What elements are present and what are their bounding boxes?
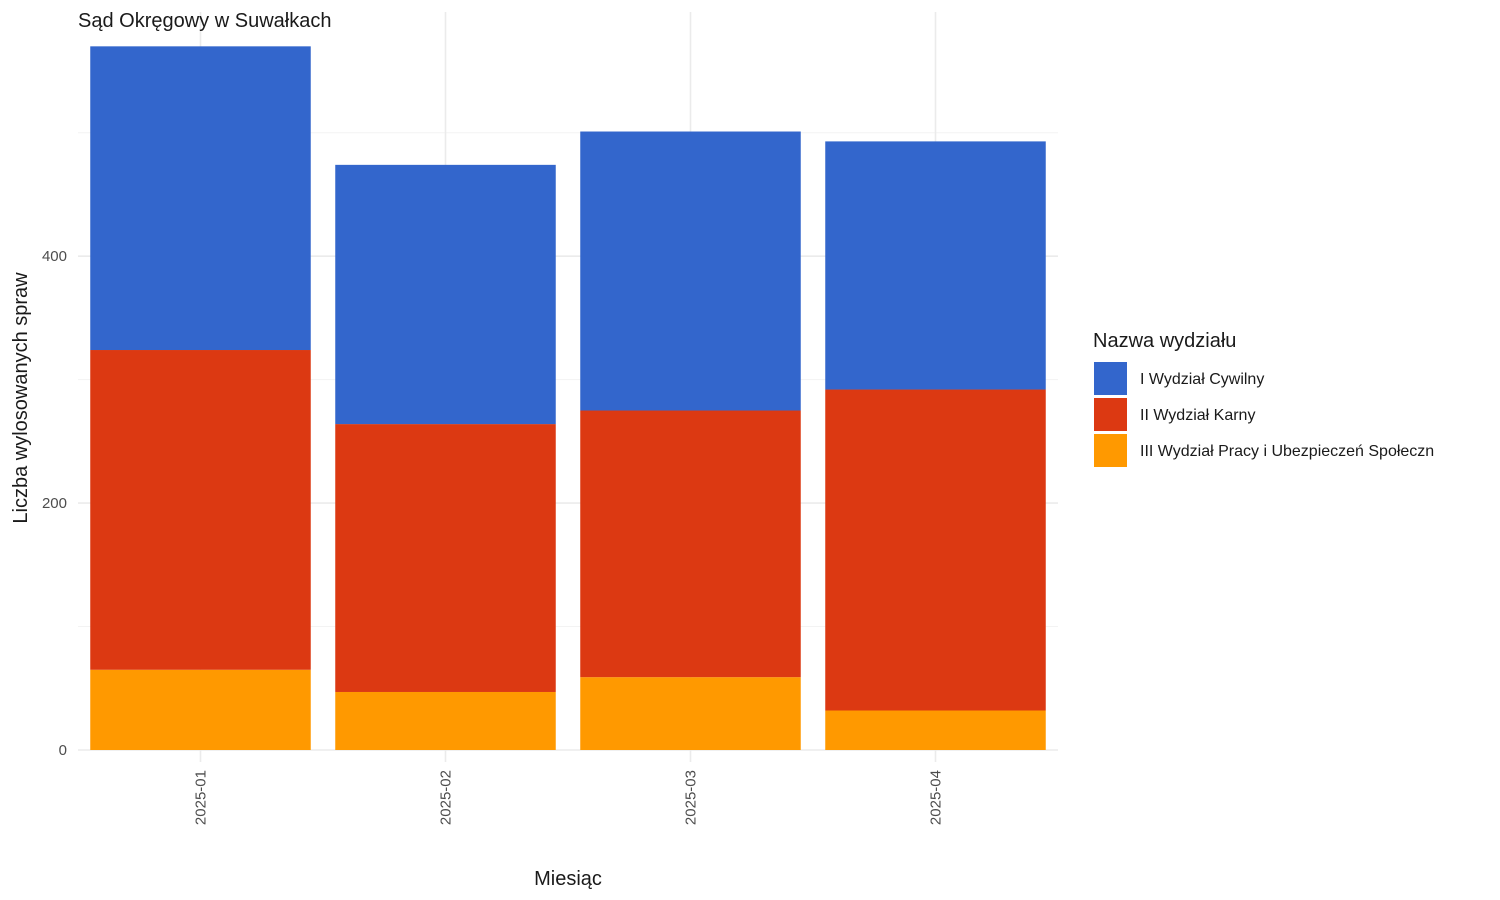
bar-segment	[825, 141, 1046, 390]
bar-segment	[335, 691, 556, 750]
bar-segment	[825, 389, 1046, 711]
x-axis-title: Miesiąc	[534, 868, 602, 890]
y-tick-label: 400	[42, 248, 67, 265]
legend-label: II Wydział Karny	[1140, 407, 1255, 424]
bar-segment	[335, 424, 556, 692]
bar-segment	[580, 677, 801, 750]
legend-swatch	[1094, 434, 1127, 467]
bar-segment	[825, 710, 1046, 750]
legend: Nazwa wydziału I Wydział Cywilny II Wydzi…	[1093, 330, 1434, 467]
legend-swatch	[1094, 362, 1127, 395]
chart-title: Sąd Okręgowy w Suwałkach	[78, 10, 331, 32]
y-tick-label: 0	[59, 742, 67, 759]
x-axis-ticks: 2025-01 2025-02 2025-03 2025-04	[193, 770, 945, 825]
legend-label: I Wydział Cywilny	[1140, 371, 1264, 388]
bar-segment	[580, 410, 801, 678]
legend-swatch	[1094, 398, 1127, 431]
x-tick-label: 2025-03	[683, 770, 700, 825]
y-tick-label: 200	[42, 495, 67, 512]
legend-title: Nazwa wydziału	[1093, 330, 1236, 352]
x-tick-label: 2025-01	[193, 770, 210, 825]
bar-segment	[335, 164, 556, 425]
x-tick-label: 2025-02	[438, 770, 455, 825]
x-tick-label: 2025-04	[928, 770, 945, 825]
bar-segment	[90, 669, 311, 750]
legend-items: I Wydział Cywilny II Wydział Karny III Wyd…	[1094, 362, 1434, 467]
legend-label: III Wydział Pracy i Ubezpieczeń Społeczn	[1140, 443, 1434, 460]
y-axis-title: Liczba wylosowanych spraw	[10, 272, 32, 524]
bar-segment	[90, 350, 311, 670]
bars	[90, 46, 1046, 750]
bar-segment	[90, 46, 311, 351]
bar-segment	[580, 131, 801, 411]
y-axis-ticks: 0 200 400	[42, 248, 67, 759]
